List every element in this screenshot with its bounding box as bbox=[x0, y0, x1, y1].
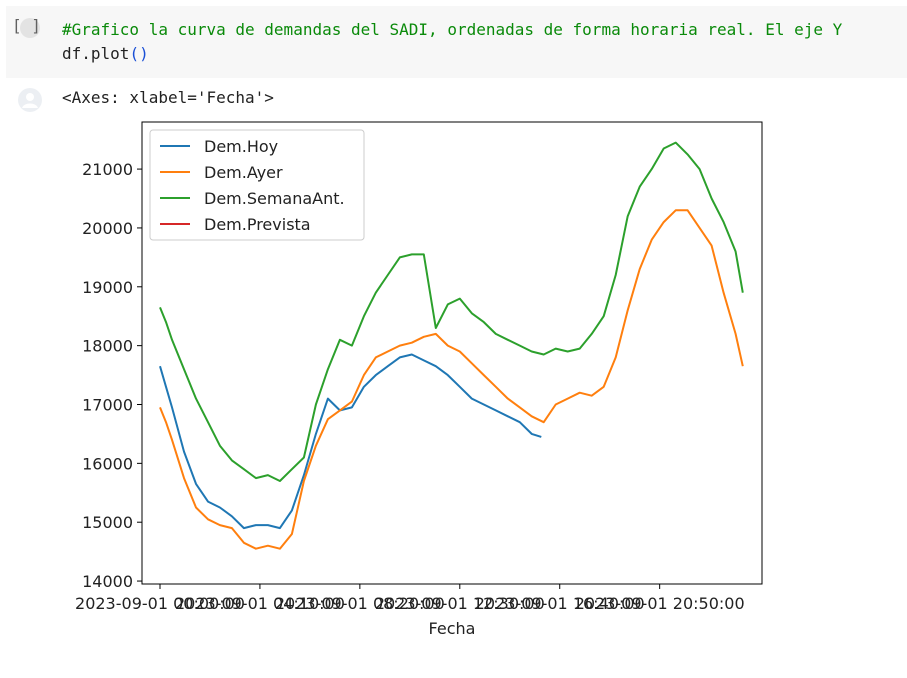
legend: Dem.Hoy Dem.Ayer Dem.SemanaAnt. Dem.Previst… bbox=[149, 129, 365, 241]
legend-entry: Dem.Hoy bbox=[204, 137, 278, 156]
series-line-3 bbox=[159, 141, 744, 482]
x-axis-label: Fecha bbox=[429, 619, 476, 638]
y-tick-label: 15000 bbox=[82, 513, 133, 532]
code-comment: #Grafico la curva de demandas del SADI, … bbox=[62, 20, 843, 39]
y-tick-label: 21000 bbox=[82, 160, 133, 179]
output-text: <Axes: xlabel='Fecha'> bbox=[62, 88, 274, 107]
y-tick-label: 19000 bbox=[82, 278, 133, 297]
y-tick-label: 18000 bbox=[82, 337, 133, 356]
series-line-2 bbox=[159, 209, 744, 550]
output-avatar-icon bbox=[18, 88, 42, 112]
code-ident: df.plot bbox=[62, 44, 130, 63]
execution-count: [ ] bbox=[12, 16, 41, 35]
series-line-1 bbox=[159, 353, 542, 530]
y-tick-label: 20000 bbox=[82, 219, 133, 238]
x-tick-label: 2023-09-01 12:30:00 bbox=[375, 594, 545, 613]
code-editor[interactable]: #Grafico la curva de demandas del SADI, … bbox=[62, 18, 842, 66]
y-tick-label: 16000 bbox=[82, 454, 133, 473]
y-axis: 14000 15000 16000 17000 18000 19000 20000 21000 bbox=[82, 160, 142, 591]
x-tick-label: 2023-09-01 08:20:00 bbox=[275, 594, 445, 613]
legend-entry: Dem.SemanaAnt. bbox=[204, 189, 345, 208]
legend-entry: Dem.Prevista bbox=[204, 215, 311, 234]
legend-entry: Dem.Ayer bbox=[204, 163, 283, 182]
run-cell-button[interactable] bbox=[20, 18, 40, 38]
x-tick-label: 2023-09-01 20:50:00 bbox=[575, 594, 745, 613]
code-cell[interactable] bbox=[6, 6, 907, 78]
plot-area bbox=[141, 121, 763, 585]
y-tick-label: 17000 bbox=[82, 395, 133, 414]
x-tick-label: 2023-09-01 04:10:00 bbox=[175, 594, 345, 613]
x-tick-label: 2023-09-01 00:00:00 bbox=[75, 594, 245, 613]
axes-frame bbox=[141, 121, 763, 585]
line-chart: 14000 15000 16000 17000 18000 19000 20000 21000… bbox=[75, 121, 763, 638]
code-parens: () bbox=[129, 44, 149, 63]
y-tick-label: 14000 bbox=[82, 572, 133, 591]
x-tick-label: 2023-09-01 16:40:00 bbox=[475, 594, 645, 613]
legend-box bbox=[149, 129, 365, 241]
